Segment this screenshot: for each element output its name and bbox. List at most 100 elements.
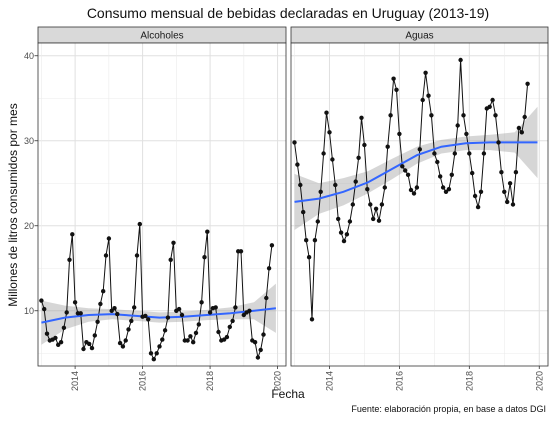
data-point (233, 305, 238, 310)
y-axis-title: Millones de litros consumidos por mes (6, 103, 20, 306)
data-point (238, 249, 244, 254)
data-point (353, 179, 358, 184)
data-point (382, 185, 387, 190)
x-tick-label: 2018 (464, 371, 474, 391)
data-point (160, 337, 165, 342)
data-point (379, 202, 385, 207)
data-point (330, 157, 335, 162)
data-point (87, 341, 92, 347)
data-point (516, 125, 522, 131)
x-tick-label: 2014 (324, 371, 334, 391)
data-point (227, 324, 232, 330)
data-point (70, 232, 75, 237)
data-point (321, 151, 326, 156)
data-point (429, 113, 434, 118)
confidence-band (294, 106, 538, 230)
panel-border (290, 42, 549, 367)
data-point (432, 151, 437, 156)
chart-caption: Fuente: elaboración propia, en base a da… (351, 404, 546, 414)
data-point (452, 151, 457, 156)
y-tick-label: 10 (24, 306, 34, 316)
x-tick-label: 2020 (273, 371, 283, 391)
data-point (39, 298, 44, 303)
panel-border (37, 42, 287, 367)
data-point (373, 206, 379, 211)
data-point (162, 328, 168, 333)
data-point (472, 193, 478, 199)
data-point (338, 230, 344, 235)
data-point (106, 236, 112, 241)
data-point (417, 147, 422, 152)
data-point (117, 340, 123, 346)
y-tick-label: 40 (24, 51, 34, 61)
data-point (261, 332, 266, 337)
data-point (168, 257, 173, 262)
data-point (350, 202, 355, 207)
data-point (333, 182, 338, 188)
data-point (376, 218, 382, 223)
data-point (53, 335, 58, 341)
data-point (247, 308, 252, 313)
data-point (490, 97, 495, 103)
data-point (341, 238, 347, 244)
x-axis-title: Fecha (271, 387, 305, 401)
data-point (426, 93, 431, 98)
data-point (405, 172, 411, 177)
facet-panel-alcoholes: Alcoholes 2014 2016 2018 2020 (37, 26, 287, 391)
data-point (470, 170, 475, 176)
data-point (44, 331, 50, 336)
data-point (202, 255, 207, 260)
data-point (298, 182, 303, 188)
facet-panel-aguas: Aguas 2014 2016 2018 2020 (290, 26, 549, 391)
data-point (193, 330, 199, 336)
data-point (435, 159, 440, 165)
data-point (440, 185, 446, 190)
data-point (42, 306, 47, 312)
data-point (132, 305, 137, 310)
data-point (143, 313, 148, 319)
data-point (327, 130, 332, 135)
data-point (146, 317, 151, 322)
data-point (359, 115, 364, 121)
data-point (205, 229, 210, 234)
data-point (221, 337, 227, 342)
data-point (446, 187, 452, 192)
data-point (216, 329, 221, 335)
data-point (371, 216, 376, 222)
data-point (109, 308, 114, 313)
data-point (420, 97, 425, 103)
data-point (496, 140, 501, 145)
data-point (522, 114, 527, 120)
data-point (347, 219, 353, 224)
data-point (171, 240, 176, 245)
data-point (103, 253, 109, 258)
data-point (148, 351, 154, 356)
data-point (318, 189, 323, 194)
y-tick-label: 20 (24, 221, 34, 231)
data-point (397, 131, 402, 137)
data-point (385, 144, 390, 149)
data-point (115, 311, 120, 317)
data-point (89, 345, 95, 351)
data-point (443, 189, 449, 194)
data-point (101, 289, 106, 294)
data-point (255, 355, 261, 360)
data-point (185, 338, 190, 343)
data-point (98, 301, 103, 307)
panel-background (291, 43, 548, 366)
data-point (438, 174, 443, 179)
data-point (196, 322, 201, 327)
data-point (264, 295, 269, 301)
data-point (458, 57, 463, 63)
data-point (312, 238, 318, 243)
data-point (207, 310, 213, 315)
data-point (241, 312, 246, 318)
data-point (461, 113, 466, 118)
data-point (213, 305, 218, 310)
data-point (478, 189, 484, 194)
trend-line (41, 307, 277, 324)
data-point (67, 257, 72, 262)
data-point (137, 221, 142, 227)
data-point (92, 333, 98, 338)
data-point (266, 266, 272, 271)
